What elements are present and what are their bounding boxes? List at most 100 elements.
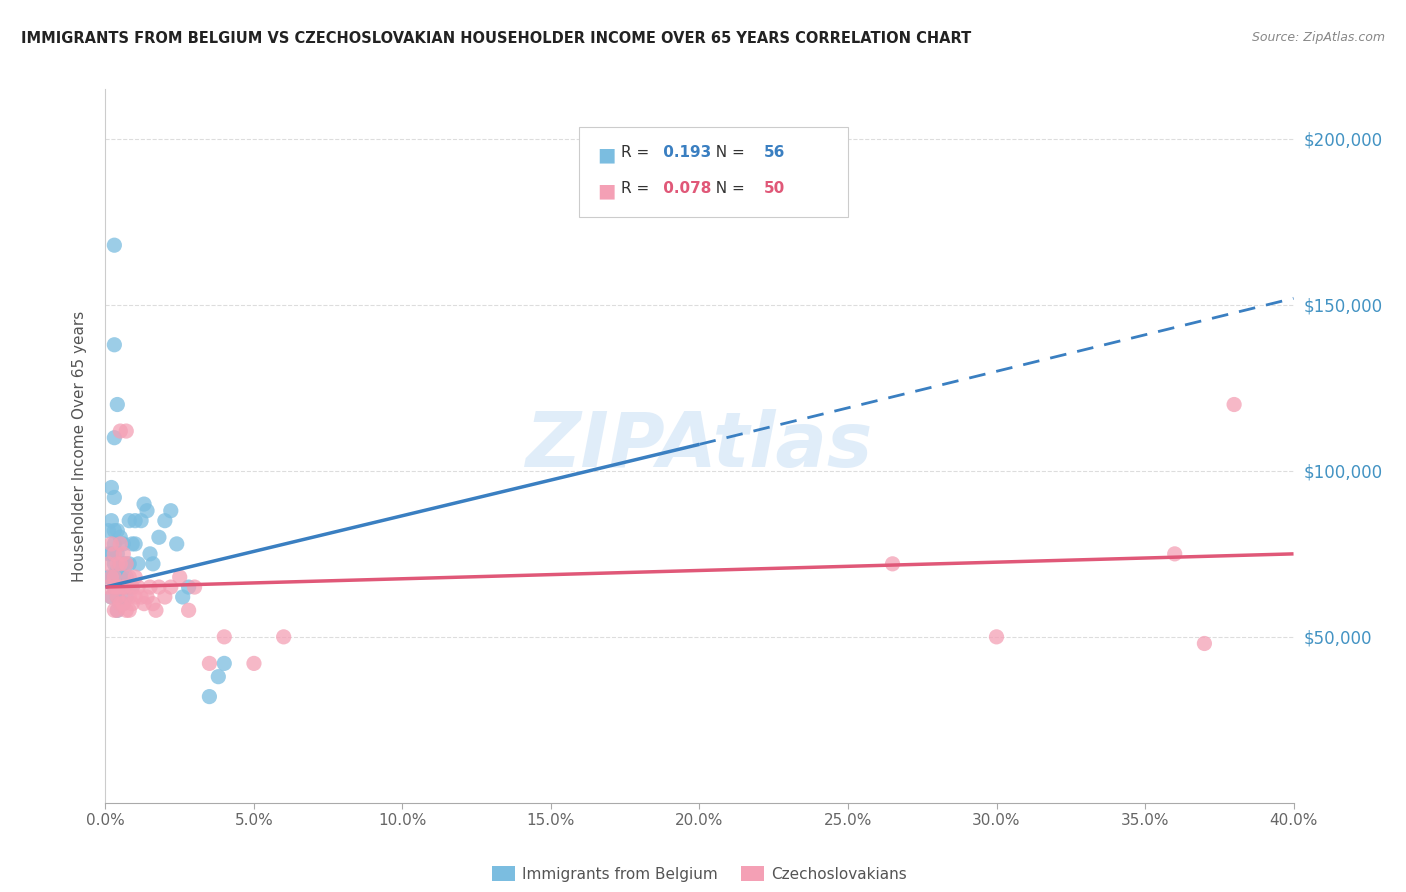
Point	[148, 530, 170, 544]
Point	[97, 580, 120, 594]
Point	[153, 514, 176, 528]
Point	[105, 547, 128, 561]
Point	[103, 431, 125, 445]
Point	[121, 537, 143, 551]
Point	[110, 424, 132, 438]
Point	[110, 580, 132, 594]
Point	[103, 338, 125, 352]
Point	[118, 570, 141, 584]
Text: IMMIGRANTS FROM BELGIUM VS CZECHOSLOVAKIAN HOUSEHOLDER INCOME OVER 65 YEARS CORR: IMMIGRANTS FROM BELGIUM VS CZECHOSLOVAKI…	[21, 31, 972, 46]
Point	[103, 547, 125, 561]
Point	[118, 514, 141, 528]
Point	[105, 580, 128, 594]
Point	[243, 657, 266, 671]
Point	[159, 504, 181, 518]
Point	[145, 603, 167, 617]
Point	[105, 524, 128, 538]
Point	[169, 570, 191, 584]
Text: ZIPAtlas: ZIPAtlas	[526, 409, 873, 483]
Point	[105, 557, 128, 571]
Point	[110, 580, 132, 594]
Point	[198, 690, 221, 704]
Point	[214, 630, 236, 644]
Point	[110, 537, 132, 551]
Point	[139, 580, 162, 594]
Point	[103, 570, 125, 584]
Point	[110, 557, 132, 571]
Point	[105, 564, 128, 578]
Point	[110, 557, 132, 571]
Point	[115, 580, 138, 594]
Point	[105, 603, 128, 617]
Point	[127, 557, 149, 571]
Point	[115, 557, 138, 571]
Point	[97, 557, 120, 571]
Point	[100, 590, 122, 604]
Point	[112, 597, 135, 611]
Point	[110, 597, 132, 611]
Point	[129, 514, 152, 528]
Point	[105, 590, 128, 604]
Point	[110, 570, 132, 584]
Point	[100, 537, 122, 551]
Point	[112, 547, 135, 561]
Point	[129, 590, 152, 604]
Point	[132, 597, 155, 611]
Text: N =: N =	[706, 145, 749, 161]
Point	[105, 580, 128, 594]
Text: R =: R =	[621, 181, 655, 196]
Point	[124, 570, 146, 584]
Point	[1164, 547, 1187, 561]
Point	[1194, 636, 1216, 650]
Text: 56: 56	[763, 145, 785, 161]
Point	[882, 557, 904, 571]
Point	[100, 514, 122, 528]
Point	[105, 603, 128, 617]
Point	[183, 580, 205, 594]
Point	[166, 537, 188, 551]
Point	[207, 670, 229, 684]
Point	[100, 590, 122, 604]
Point	[103, 603, 125, 617]
Point	[214, 657, 236, 671]
Point	[118, 590, 141, 604]
Point	[103, 238, 125, 252]
Point	[139, 547, 162, 561]
Point	[103, 524, 125, 538]
Point	[103, 537, 125, 551]
Point	[97, 524, 120, 538]
Point	[148, 580, 170, 594]
Point	[112, 580, 135, 594]
Point	[115, 570, 138, 584]
Point	[986, 630, 1008, 644]
Point	[105, 397, 128, 411]
Point	[136, 504, 159, 518]
Point	[110, 597, 132, 611]
Point	[127, 580, 149, 594]
Point	[112, 557, 135, 571]
Point	[177, 580, 200, 594]
Text: Source: ZipAtlas.com: Source: ZipAtlas.com	[1251, 31, 1385, 45]
Point	[100, 547, 122, 561]
Point	[103, 580, 125, 594]
Text: 0.078: 0.078	[658, 181, 711, 196]
Text: 0.193: 0.193	[658, 145, 711, 161]
Point	[100, 481, 122, 495]
Point	[112, 580, 135, 594]
Point	[110, 530, 132, 544]
Point	[112, 570, 135, 584]
Point	[172, 590, 194, 604]
Point	[97, 570, 120, 584]
Point	[103, 491, 125, 505]
Text: ■: ■	[598, 181, 616, 200]
Point	[142, 597, 165, 611]
Point	[115, 603, 138, 617]
Point	[136, 590, 159, 604]
Point	[115, 424, 138, 438]
Point	[142, 557, 165, 571]
Point	[112, 537, 135, 551]
Point	[105, 590, 128, 604]
Text: N =: N =	[706, 181, 749, 196]
Point	[118, 557, 141, 571]
Text: 50: 50	[763, 181, 785, 196]
